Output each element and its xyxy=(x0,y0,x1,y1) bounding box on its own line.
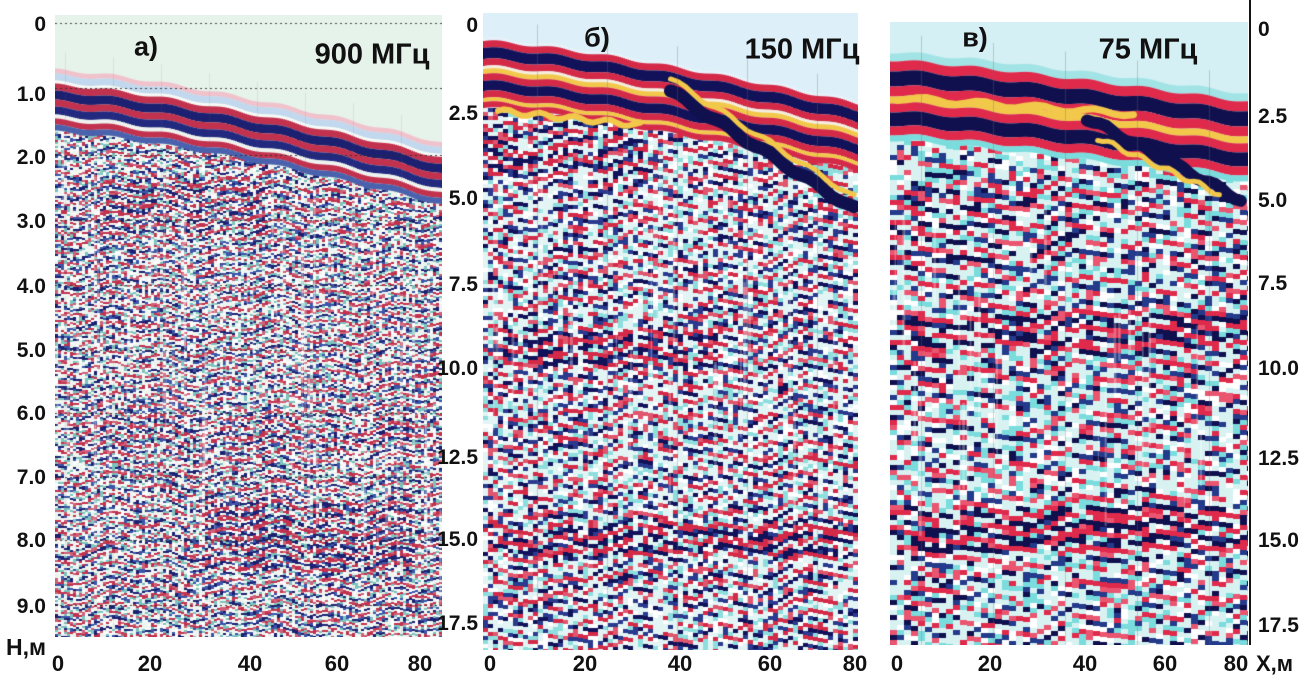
depth-tick-depth_right: 15.0 xyxy=(1258,529,1299,552)
distance-tick-panel-a: 80 xyxy=(407,651,433,676)
depth-tick-depth_left: 2.0 xyxy=(16,146,46,169)
distance-tick-panel-v: 40 xyxy=(1072,651,1098,676)
panel-letter-a: а) xyxy=(133,31,159,62)
depth-tick-depth_left: 8.0 xyxy=(16,529,46,552)
depth-tick-depth_left: 3.0 xyxy=(16,210,46,233)
depth-tick-depth_right: 12.5 xyxy=(1258,447,1299,470)
depth-tick-depth_mid: 12.5 xyxy=(437,446,478,469)
depth-axis-unit: Н,м xyxy=(6,634,47,660)
panel-letter-v: в) xyxy=(962,22,988,53)
depth-tick-depth_mid: 15.0 xyxy=(437,528,478,551)
distance-tick-panel-v: 20 xyxy=(977,651,1003,676)
distance-tick-panel-v: 60 xyxy=(1152,651,1178,676)
distance-tick-panel-a: 60 xyxy=(324,651,350,676)
depth-tick-depth_mid: 5.0 xyxy=(448,187,478,210)
distance-tick-panel-v: 80 xyxy=(1223,651,1249,676)
distance-tick-panel-b: 0 xyxy=(483,651,497,676)
distance-tick-panel-a: 40 xyxy=(237,651,263,676)
distance-tick-panel-b: 40 xyxy=(667,651,693,676)
radargram-panel-v xyxy=(890,22,1248,645)
panel-right-border-line xyxy=(1249,0,1251,645)
frequency-label-a: 900 МГц xyxy=(314,38,430,71)
depth-tick-depth_left: 6.0 xyxy=(16,402,46,425)
distance-tick-panel-v: 0 xyxy=(890,651,904,676)
depth-tick-depth_left: 4.0 xyxy=(16,275,46,298)
depth-tick-depth_right: 17.5 xyxy=(1258,614,1299,637)
depth-tick-depth_right: 2.5 xyxy=(1258,105,1288,128)
depth-tick-depth_left: 7.0 xyxy=(16,466,46,489)
depth-tick-depth_right: 7.5 xyxy=(1258,272,1288,295)
distance-tick-panel-b: 80 xyxy=(842,651,868,676)
depth-tick-depth_left: 9.0 xyxy=(16,595,46,618)
depth-tick-depth_mid: 7.5 xyxy=(448,273,478,296)
distance-tick-panel-a: 0 xyxy=(51,651,65,676)
distance-axis-unit: Х,м xyxy=(1256,651,1294,676)
depth-tick-depth_right: 5.0 xyxy=(1258,189,1288,212)
radargram-panel-a xyxy=(55,15,442,637)
depth-tick-depth_left: 1.0 xyxy=(16,83,46,106)
depth-tick-depth_mid: 10.0 xyxy=(437,357,478,380)
distance-tick-panel-a: 20 xyxy=(137,651,163,676)
depth-tick-depth_mid: 0 xyxy=(466,14,478,37)
depth-tick-depth_left: 5.0 xyxy=(16,339,46,362)
radargram-panel-b xyxy=(483,13,858,650)
depth-tick-depth_mid: 2.5 xyxy=(448,102,478,125)
depth-tick-depth_left: 0 xyxy=(34,13,46,36)
distance-tick-panel-b: 60 xyxy=(757,651,783,676)
depth-tick-depth_right: 0 xyxy=(1258,18,1270,41)
frequency-label-v: 75 МГц xyxy=(1098,33,1198,66)
panel-letter-b: б) xyxy=(584,22,610,53)
frequency-label-b: 150 МГц xyxy=(744,33,860,66)
depth-tick-depth_right: 10.0 xyxy=(1258,357,1299,380)
depth-tick-depth_mid: 17.5 xyxy=(437,612,478,635)
distance-tick-panel-b: 20 xyxy=(572,651,598,676)
